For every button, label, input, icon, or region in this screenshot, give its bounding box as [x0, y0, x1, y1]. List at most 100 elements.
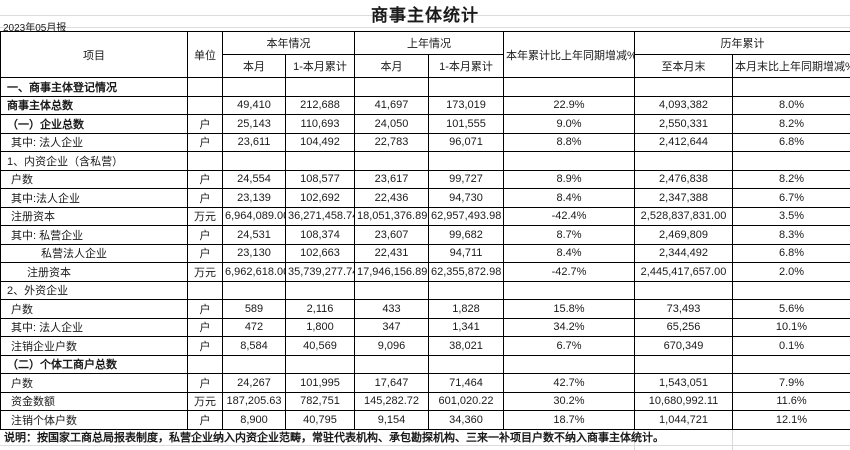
unit-cell: 万元 — [187, 262, 223, 282]
value-cell: 22,431 — [354, 243, 429, 263]
value-cell: 8.0% — [732, 95, 850, 115]
value-cell — [634, 354, 733, 374]
table-row: 其中: 私营企业户 24,531 108,374 23,607 99,682 8.7% 2,… — [0, 225, 850, 245]
value-cell — [428, 77, 504, 97]
unit-cell: 万元 — [187, 391, 223, 411]
value-cell: 2,528,837,831.00 — [634, 206, 733, 226]
row-label-cell: 2、外资企业 — [0, 280, 188, 300]
value-cell: -42.4% — [503, 206, 635, 226]
value-cell: 22,783 — [354, 132, 429, 152]
value-cell: 101,995 — [285, 373, 355, 393]
value-cell: 34.2% — [503, 317, 635, 337]
row-label-cell: 其中: 法人企业 — [0, 317, 188, 337]
value-cell: 212,688 — [285, 95, 355, 115]
table-row: 私营法人企业户 23,130 102,663 22,431 94,711 8.4% 2,34… — [0, 243, 850, 263]
unit-cell — [187, 77, 223, 97]
value-cell: 8.3% — [732, 225, 850, 245]
row-label-cell: 其中: 法人企业 — [0, 132, 188, 152]
row-label-cell: 注销企业户数 — [0, 336, 188, 356]
value-cell: 9,154 — [354, 410, 429, 430]
value-cell — [732, 151, 850, 171]
sheet-gridline — [0, 15, 850, 16]
unit-cell — [187, 151, 223, 171]
col-header-item: 项目 — [0, 31, 188, 78]
table-row: 注册资本 万元 6,962,618.00 35,739,277.74 17,946,15… — [0, 262, 850, 282]
value-cell: 94,730 — [428, 188, 504, 208]
value-cell: 2,116 — [285, 299, 355, 319]
statistics-table: 项目 单位 本年情况 上年情况 本年累计比上年同期增减% 历年累计 本月 1-本… — [0, 31, 850, 430]
value-cell: 23,139 — [222, 188, 286, 208]
value-cell: 6,962,618.00 — [222, 262, 286, 282]
unit-cell — [187, 95, 223, 115]
row-label-cell: 注销个体户数 — [0, 410, 188, 430]
value-cell: 18,051,376.89 — [354, 206, 429, 226]
unit-cell: 户 — [187, 132, 223, 152]
table-row: 其中: 法人企业户 472 1,800 347 1,341 34.2% 65,256 10.1… — [0, 317, 850, 337]
value-cell: 102,663 — [285, 243, 355, 263]
value-cell: 23,611 — [222, 132, 286, 152]
value-cell — [503, 354, 635, 374]
value-cell: 36,271,458.74 — [285, 206, 355, 226]
unit-cell — [187, 354, 223, 374]
value-cell: 62,355,872.98 — [428, 262, 504, 282]
value-cell: 173,019 — [428, 95, 504, 115]
value-cell: 23,607 — [354, 225, 429, 245]
unit-cell: 户 — [187, 169, 223, 189]
value-cell: 6.8% — [732, 132, 850, 152]
value-cell: 94,711 — [428, 243, 504, 263]
value-cell: 73,493 — [634, 299, 733, 319]
value-cell: 1,543,051 — [634, 373, 733, 393]
unit-cell: 户 — [187, 299, 223, 319]
table-row: 注销企业户数户 8,584 40,569 9,096 38,021 6.7% 670,349… — [0, 336, 850, 356]
row-label-cell: （二）个体工商户总数 — [0, 354, 188, 374]
unit-cell: 户 — [187, 410, 223, 430]
value-cell: 99,727 — [428, 169, 504, 189]
value-cell: 9.0% — [503, 114, 635, 134]
table-row: （二）个体工商户总数 — [0, 354, 850, 374]
value-cell — [503, 151, 635, 171]
value-cell: 8.8% — [503, 132, 635, 152]
value-cell: 670,349 — [634, 336, 733, 356]
value-cell: 24,050 — [354, 114, 429, 134]
value-cell: 108,374 — [285, 225, 355, 245]
col-group-historical: 历年累计 — [634, 31, 850, 55]
page-title: 商事主体统计 — [371, 6, 479, 25]
value-cell — [222, 151, 286, 171]
sheet-gridline — [634, 426, 635, 450]
table-row: 2、外资企业 — [0, 280, 850, 300]
value-cell: 10.1% — [732, 317, 850, 337]
value-cell: 2,445,417,657.00 — [634, 262, 733, 282]
table-row: 资金数额 万元 187,205.63 782,751 145,282.72 601,020… — [0, 391, 850, 411]
value-cell: 102,692 — [285, 188, 355, 208]
value-cell: 145,282.72 — [354, 391, 429, 411]
value-cell: 2,550,331 — [634, 114, 733, 134]
value-cell: 2,344,492 — [634, 243, 733, 263]
value-cell: 4,093,382 — [634, 95, 733, 115]
row-label-cell: 商事主体总数 — [0, 95, 188, 115]
value-cell: 17,946,156.89 — [354, 262, 429, 282]
table-row: 注销个体户数户 8,900 40,795 9,154 34,360 18.7% 1,044,… — [0, 410, 850, 430]
value-cell — [428, 151, 504, 171]
row-label-cell: 注册资本 — [0, 206, 188, 226]
value-cell: 71,464 — [428, 373, 504, 393]
col-header-this-month-2: 本月 — [354, 54, 429, 78]
row-label-cell: 户数 — [0, 299, 188, 319]
value-cell: 35,739,277.74 — [285, 262, 355, 282]
value-cell — [285, 77, 355, 97]
row-label-cell: 其中: 私营企业 — [0, 225, 188, 245]
value-cell — [222, 354, 286, 374]
value-cell: 1,341 — [428, 317, 504, 337]
value-cell — [503, 280, 635, 300]
value-cell: 24,267 — [222, 373, 286, 393]
col-header-cum-2: 1-本月累计 — [428, 54, 504, 78]
value-cell: 15.8% — [503, 299, 635, 319]
value-cell: 6.8% — [732, 243, 850, 263]
table-row: 一、商事主体登记情况 — [0, 77, 850, 97]
table-row: 户数户 589 2,116 433 1,828 15.8% 73,493 5.6% — [0, 299, 850, 319]
value-cell: 589 — [222, 299, 286, 319]
value-cell: 472 — [222, 317, 286, 337]
sheet-gridline — [0, 445, 850, 446]
value-cell: 2.0% — [732, 262, 850, 282]
value-cell: 11.6% — [732, 391, 850, 411]
value-cell: 40,795 — [285, 410, 355, 430]
